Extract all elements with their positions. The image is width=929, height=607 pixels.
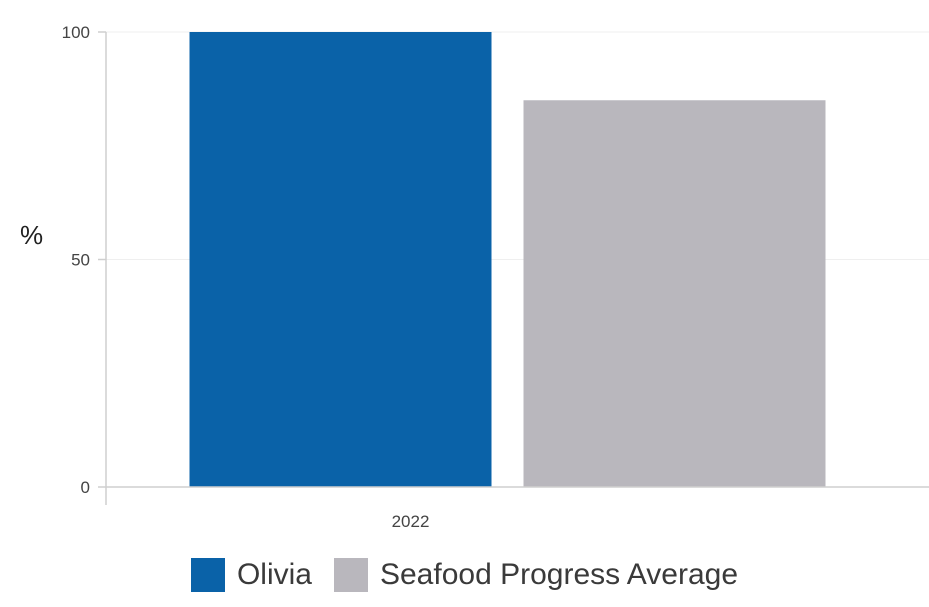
legend-swatch-olivia [190, 558, 225, 592]
legend-swatch-seafood-progress-average [333, 558, 368, 592]
axes [105, 32, 929, 505]
y-tick-label: 0 [81, 478, 90, 497]
legend-label-seafood-progress-average: Seafood Progress Average [379, 558, 739, 591]
y-tick-label: 100 [62, 23, 90, 42]
bar-seafood-progress-average[interactable] [523, 100, 826, 487]
y-axis-label: % [20, 220, 43, 250]
y-tick-label: 50 [71, 251, 90, 270]
y-tick-labels: 0 50 100 [62, 23, 106, 497]
legend: Olivia Seafood Progress Average [0, 558, 929, 592]
legend-item-seafood-progress-average[interactable]: Seafood Progress Average [333, 558, 739, 592]
bars [189, 32, 826, 487]
x-tick-label: 2022 [392, 512, 430, 531]
legend-label-olivia: Olivia [236, 558, 312, 591]
legend-item-olivia[interactable]: Olivia [190, 558, 312, 592]
bar-olivia[interactable] [189, 32, 492, 487]
x-tick-labels: 2022 [392, 512, 430, 531]
